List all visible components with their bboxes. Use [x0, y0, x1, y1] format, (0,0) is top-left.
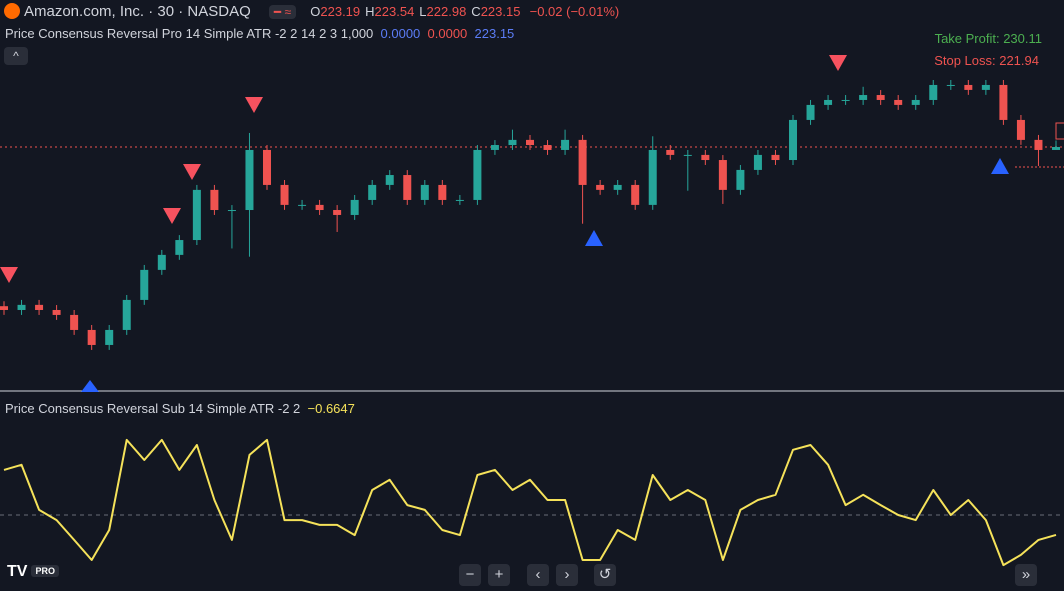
candle-body: [473, 149, 482, 200]
indicator-value: 0.0000: [380, 26, 421, 41]
ohlc-label: O: [310, 4, 321, 19]
sub-indicator-value: −0.6647: [307, 401, 355, 416]
candle-body: [736, 169, 745, 190]
ohlc-label: C: [471, 4, 481, 19]
candle-body: [105, 329, 114, 345]
candle-body: [876, 95, 885, 100]
candle-body: [894, 99, 903, 105]
candle-body: [648, 149, 657, 205]
candle-body: [368, 184, 377, 200]
candle-body: [122, 299, 131, 330]
candle-body: [753, 154, 762, 170]
candle-body: [385, 175, 394, 185]
price-tag: [1055, 122, 1064, 140]
sub-indicator-title: Price Consensus Reversal Sub 14 Simple A…: [5, 401, 301, 416]
candle-body: [631, 184, 640, 205]
candle-body: [227, 210, 236, 212]
zoom-in[interactable]: +: [488, 564, 510, 586]
candle-body: [157, 254, 166, 270]
ohlc-value: 223.54: [374, 4, 415, 19]
candle-body: [543, 145, 552, 150]
symbol-row: Amazon.com, Inc. · 30 · NASDAQ ━ ≈ O223.…: [4, 3, 619, 20]
candle-body: [561, 139, 570, 150]
sell-signals: [0, 55, 847, 283]
take-profit: Take Profit: 230.11: [934, 31, 1042, 46]
candle-body: [666, 149, 675, 155]
candle-body: [841, 99, 850, 101]
candle-body: [999, 84, 1008, 120]
scroll-left[interactable]: ‹: [527, 564, 549, 586]
candle-body: [824, 99, 833, 105]
candle-body: [490, 145, 499, 150]
candle-body: [420, 184, 429, 200]
candle-body: [806, 104, 815, 120]
candle-body: [1052, 146, 1060, 150]
candle-body: [17, 304, 26, 310]
candle-body: [981, 84, 990, 90]
candle-body: [245, 149, 254, 211]
candle-body: [333, 210, 342, 215]
candle-body: [911, 99, 920, 105]
indicator-row: Price Consensus Reversal Pro 14 Simple A…: [5, 26, 514, 41]
candle-body: [526, 139, 534, 146]
go-to-end[interactable]: »: [1015, 564, 1037, 586]
candle-body: [701, 154, 710, 161]
candle-body: [455, 199, 464, 201]
candle-body: [70, 314, 79, 330]
candle-body: [315, 204, 324, 211]
ohlc-value: 223.19: [320, 4, 361, 19]
reset[interactable]: ↺: [594, 564, 616, 586]
candle-body: [613, 184, 622, 190]
buy-signals: [81, 158, 1009, 392]
ohlc-label: L: [419, 4, 427, 19]
ohlc-value: 223.15: [480, 4, 521, 19]
sub-indicator-row: Price Consensus Reversal Sub 14 Simple A…: [5, 401, 355, 416]
candle-body: [175, 240, 184, 255]
indicator-value: 223.15: [474, 26, 515, 41]
candle-body: [964, 84, 973, 90]
symbol-logo: [4, 3, 20, 19]
change: −0.02 (−0.01%): [529, 4, 620, 19]
candle-body: [578, 139, 587, 185]
candle-body: [210, 189, 219, 211]
candle-body: [683, 154, 692, 156]
candle-body: [263, 149, 271, 185]
candle-body: [87, 329, 96, 345]
stop-loss: Stop Loss: 221.94: [934, 53, 1039, 68]
candle-body: [1016, 119, 1025, 140]
candle-body: [771, 154, 780, 161]
indicator-value: 0.0000: [427, 26, 468, 41]
candle-body: [52, 309, 61, 315]
indicator-title: Price Consensus Reversal Pro 14 Simple A…: [5, 26, 374, 41]
candle-body: [403, 175, 412, 200]
candle-body: [1034, 139, 1043, 150]
collapse-button[interactable]: ^: [4, 47, 28, 65]
candle-body: [946, 84, 955, 86]
candle-body: [140, 269, 149, 300]
symbol-title: Amazon.com, Inc. · 30 · NASDAQ: [24, 3, 251, 20]
candle-body: [508, 139, 517, 146]
candle-body: [789, 119, 797, 161]
ohlc-value: 222.98: [426, 4, 467, 19]
candle-body: [859, 95, 868, 100]
logo-badge: PRO: [31, 565, 59, 577]
candle-body: [280, 184, 289, 205]
candle-body: [350, 199, 359, 215]
candle-body: [438, 184, 447, 200]
ohlc-label: H: [365, 4, 375, 19]
candle-body: [929, 84, 938, 100]
candle-body: [298, 204, 307, 206]
chart-type-toggle[interactable]: ━ ≈: [268, 5, 297, 19]
zoom-out[interactable]: −: [459, 564, 481, 586]
candle-body: [192, 189, 201, 241]
oscillator-line: [3, 438, 1057, 567]
candle-body: [35, 304, 44, 310]
scroll-right[interactable]: ›: [556, 564, 578, 586]
candle-body: [718, 160, 727, 190]
logo: TV PRO: [7, 563, 59, 581]
candle-body: [0, 306, 8, 310]
candle-body: [596, 184, 605, 190]
